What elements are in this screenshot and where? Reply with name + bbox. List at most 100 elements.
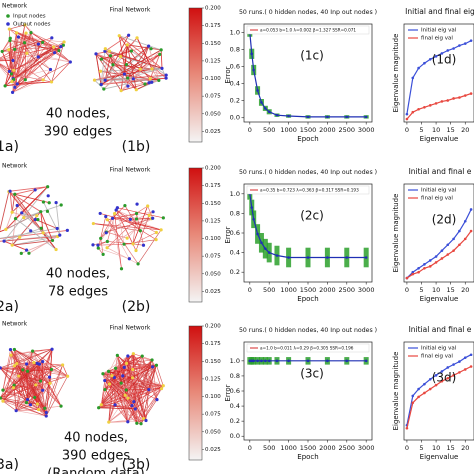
y-tick-label: 0.2 [230, 268, 240, 276]
network-edge [51, 61, 71, 83]
colorbar-tick-label: 0.175 [205, 183, 221, 189]
network-node [41, 231, 45, 235]
network-node [160, 66, 164, 70]
series-point [423, 391, 426, 395]
series-point [326, 115, 329, 119]
network-node [126, 420, 130, 424]
x-tick-label: 2000 [319, 126, 336, 134]
network-edge [4, 73, 12, 86]
network-node [164, 76, 168, 80]
network-node [44, 410, 48, 415]
network-edge [95, 50, 110, 55]
network-node [33, 188, 37, 192]
network-edge [106, 218, 137, 248]
network-edge [131, 359, 153, 406]
network-node [135, 36, 139, 40]
colorbar-label: Error [224, 226, 232, 243]
network-edge [105, 74, 167, 81]
series-point [252, 217, 255, 221]
network-node [127, 257, 131, 261]
panel-label: (2b) [122, 299, 151, 315]
colorbar-tick-label: 0.025 [205, 289, 221, 295]
network-edge [127, 45, 150, 79]
panel-label: (3d) [432, 371, 457, 385]
network-title: Network [2, 163, 28, 170]
network-edge [10, 349, 27, 365]
x-tick-label: 1500 [300, 444, 317, 452]
x-tick-label: 10 [432, 286, 440, 294]
network-node [111, 63, 115, 67]
series-point [256, 359, 259, 363]
network-node [125, 361, 129, 365]
network-edge [13, 349, 53, 386]
network-node [132, 400, 136, 404]
network-node [138, 67, 142, 71]
network-stats: 390 edges [62, 449, 130, 464]
series-point [287, 256, 290, 259]
network-node [106, 369, 111, 373]
network-node [133, 407, 137, 411]
network-node [104, 214, 108, 219]
network-edge [134, 359, 153, 410]
network-node [35, 402, 40, 406]
series-point [260, 359, 263, 363]
y-tick-label: 0.8 [230, 46, 240, 54]
series-point [260, 241, 263, 245]
network-edge [98, 247, 130, 260]
network-edge [136, 388, 162, 424]
network-node [99, 236, 103, 240]
network-edge [127, 389, 150, 422]
series-point [469, 365, 473, 368]
network-node [138, 229, 142, 233]
network-edge [9, 191, 13, 213]
x-axis-label: Eigenvalue [420, 295, 459, 303]
network-node [24, 248, 29, 252]
network-edge [12, 79, 44, 93]
network-node [115, 353, 119, 357]
series-point [458, 229, 461, 233]
network-node [0, 366, 2, 370]
series-point [440, 52, 444, 55]
x-tick-label: 15 [447, 126, 455, 134]
network-edge [93, 223, 141, 232]
network-node [91, 243, 95, 247]
series-point [411, 76, 415, 80]
x-axis-label: Eigenvalue [420, 453, 459, 461]
x-tick-label: 1000 [280, 126, 297, 134]
legend-text: Initial eig val [421, 28, 457, 34]
network-edge [2, 363, 38, 402]
network-node [59, 45, 63, 49]
network-edge [123, 44, 128, 75]
x-tick-label: 2500 [339, 444, 356, 452]
network-edge [117, 207, 164, 219]
colorbar-tick-label: 0.175 [205, 341, 221, 347]
network-edge [104, 55, 111, 81]
network-node [144, 418, 148, 423]
network-node [24, 31, 28, 35]
colorbar-tick-label: 0.200 [205, 166, 221, 172]
network-edge [5, 212, 13, 230]
series-point [469, 208, 473, 211]
series-point [411, 272, 415, 276]
colorbar-tick-label: 0.150 [205, 41, 221, 47]
network-edge [12, 60, 44, 81]
network-node [59, 404, 63, 408]
chart-title: Initial and final e [409, 167, 472, 176]
network-node [27, 251, 31, 255]
network-stats: 390 edges [44, 125, 112, 140]
series-point [326, 359, 329, 363]
network-edge [0, 191, 10, 232]
network-node [147, 388, 151, 392]
legend-text: Input nodes [13, 14, 46, 20]
series-point [306, 115, 310, 119]
series-point [423, 382, 426, 386]
network-node [1, 388, 5, 392]
final-network-title: Final Network [110, 7, 151, 14]
series-point [417, 107, 420, 111]
y-tick-label: 1.0 [230, 190, 240, 198]
network-node [45, 209, 50, 213]
series-point [423, 266, 426, 270]
series-point [287, 359, 290, 363]
network-node [20, 211, 24, 215]
x-tick-label: 500 [263, 126, 275, 134]
